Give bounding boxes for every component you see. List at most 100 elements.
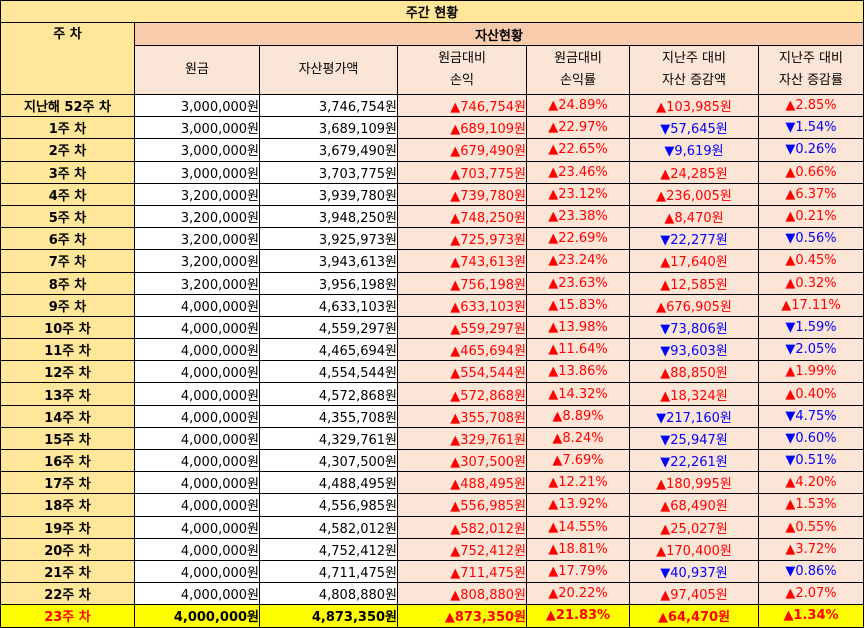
wow-change-cell[interactable]: ▲676,905원 xyxy=(629,293,759,317)
wow-rate-cell[interactable]: ▲4.20% xyxy=(758,471,864,495)
pl-cell[interactable]: ▲307,500원 xyxy=(397,448,527,473)
week-cell[interactable]: 9주 차 xyxy=(0,293,135,317)
wow-rate-cell[interactable]: ▼0.51% xyxy=(758,448,864,473)
wow-rate-cell[interactable]: ▼0.86% xyxy=(758,559,864,584)
pl-rate-cell[interactable]: ▲13.86% xyxy=(526,360,630,384)
wow-rate-cell[interactable]: ▲1.99% xyxy=(758,360,864,384)
asset-value-cell[interactable]: 3,679,490원 xyxy=(259,138,398,162)
pl-rate-cell[interactable]: ▲14.32% xyxy=(526,382,630,406)
principal-cell[interactable]: 3,000,000원 xyxy=(134,138,260,162)
principal-cell[interactable]: 4,000,000원 xyxy=(134,559,260,584)
wow-change-cell[interactable]: ▼22,261원 xyxy=(629,448,759,473)
asset-value-cell[interactable]: 4,572,868원 xyxy=(259,382,398,406)
wow-rate-cell[interactable]: ▲1.53% xyxy=(758,493,864,517)
asset-value-cell[interactable]: 4,556,985원 xyxy=(259,493,398,517)
week-cell[interactable]: 1주 차 xyxy=(0,116,135,140)
week-cell[interactable]: 4주 차 xyxy=(0,182,135,206)
pl-rate-cell[interactable]: ▲12.21% xyxy=(526,471,630,495)
asset-value-cell[interactable]: 4,873,350원 xyxy=(259,604,398,628)
principal-cell[interactable]: 4,000,000원 xyxy=(134,382,260,406)
sheet-title[interactable]: 주간 현황 xyxy=(0,0,864,23)
pl-cell[interactable]: ▲679,490원 xyxy=(397,138,527,162)
wow-change-cell[interactable]: ▼25,947원 xyxy=(629,426,759,451)
pl-cell[interactable]: ▲465,694원 xyxy=(397,338,527,362)
wow-change-cell[interactable]: ▲24,285원 xyxy=(629,160,759,184)
week-header[interactable]: 주 차 xyxy=(0,22,135,95)
asset-value-header[interactable]: 자산평가액 xyxy=(259,45,398,95)
asset-value-cell[interactable]: 3,943,613원 xyxy=(259,249,398,273)
asset-value-cell[interactable]: 4,465,694원 xyxy=(259,338,398,362)
wow-change-cell[interactable]: ▲12,585원 xyxy=(629,271,759,295)
week-cell[interactable]: 12주 차 xyxy=(0,360,135,384)
pl-rate-cell[interactable]: ▲23.63% xyxy=(526,271,630,295)
principal-header[interactable]: 원금 xyxy=(134,45,260,95)
wow-rate-cell[interactable]: ▼0.56% xyxy=(758,227,864,251)
asset-value-cell[interactable]: 4,355,708원 xyxy=(259,404,398,428)
wow-change-cell[interactable]: ▼40,937원 xyxy=(629,559,759,584)
week-cell[interactable]: 16주 차 xyxy=(0,448,135,473)
week-cell[interactable]: 13주 차 xyxy=(0,382,135,406)
asset-value-cell[interactable]: 3,956,198원 xyxy=(259,271,398,295)
wow-change-cell[interactable]: ▲64,470원 xyxy=(629,604,759,628)
wow-rate-cell[interactable]: ▲0.45% xyxy=(758,249,864,273)
pl-rate-header[interactable]: 원금대비 손익률 xyxy=(526,45,630,95)
week-cell[interactable]: 14주 차 xyxy=(0,404,135,428)
pl-rate-cell[interactable]: ▲23.24% xyxy=(526,249,630,273)
pl-rate-cell[interactable]: ▲15.83% xyxy=(526,293,630,317)
pl-rate-cell[interactable]: ▲22.65% xyxy=(526,138,630,162)
principal-cell[interactable]: 4,000,000원 xyxy=(134,293,260,317)
wow-change-cell[interactable]: ▼93,603원 xyxy=(629,338,759,362)
wow-change-cell[interactable]: ▲236,005원 xyxy=(629,182,759,206)
pl-cell[interactable]: ▲556,985원 xyxy=(397,493,527,517)
asset-value-cell[interactable]: 4,633,103원 xyxy=(259,293,398,317)
pl-header[interactable]: 원금대비 손익 xyxy=(397,45,527,95)
week-cell[interactable]: 17주 차 xyxy=(0,471,135,495)
pl-cell[interactable]: ▲748,250원 xyxy=(397,204,527,229)
pl-cell[interactable]: ▲739,780원 xyxy=(397,182,527,206)
wow-change-cell[interactable]: ▼73,806원 xyxy=(629,315,759,340)
pl-cell[interactable]: ▲582,012원 xyxy=(397,515,527,539)
pl-rate-cell[interactable]: ▲23.12% xyxy=(526,182,630,206)
wow-change-cell[interactable]: ▲170,400원 xyxy=(629,537,759,561)
asset-value-cell[interactable]: 4,488,495원 xyxy=(259,471,398,495)
pl-cell[interactable]: ▲559,297원 xyxy=(397,315,527,340)
pl-rate-cell[interactable]: ▲7.69% xyxy=(526,448,630,473)
week-cell[interactable]: 21주 차 xyxy=(0,559,135,584)
principal-cell[interactable]: 4,000,000원 xyxy=(134,360,260,384)
pl-rate-cell[interactable]: ▲14.55% xyxy=(526,515,630,539)
wow-rate-cell[interactable]: ▼4.75% xyxy=(758,404,864,428)
principal-cell[interactable]: 4,000,000원 xyxy=(134,604,260,628)
week-cell[interactable]: 3주 차 xyxy=(0,160,135,184)
asset-value-cell[interactable]: 4,329,761원 xyxy=(259,426,398,451)
week-cell[interactable]: 19주 차 xyxy=(0,515,135,539)
asset-value-cell[interactable]: 3,689,109원 xyxy=(259,116,398,140)
wow-rate-cell[interactable]: ▲17.11% xyxy=(758,293,864,317)
principal-cell[interactable]: 4,000,000원 xyxy=(134,537,260,561)
pl-cell[interactable]: ▲633,103원 xyxy=(397,293,527,317)
wow-change-cell[interactable]: ▲88,850원 xyxy=(629,360,759,384)
wow-rate-header[interactable]: 지난주 대비 자산 증감률 xyxy=(758,45,864,95)
wow-change-cell[interactable]: ▲180,995원 xyxy=(629,471,759,495)
wow-rate-cell[interactable]: ▲1.34% xyxy=(758,604,864,628)
wow-change-cell[interactable]: ▲25,027원 xyxy=(629,515,759,539)
principal-cell[interactable]: 3,200,000원 xyxy=(134,182,260,206)
pl-cell[interactable]: ▲725,973원 xyxy=(397,227,527,251)
week-cell[interactable]: 2주 차 xyxy=(0,138,135,162)
wow-rate-cell[interactable]: ▲3.72% xyxy=(758,537,864,561)
asset-value-cell[interactable]: 4,582,012원 xyxy=(259,515,398,539)
principal-cell[interactable]: 4,000,000원 xyxy=(134,404,260,428)
wow-rate-cell[interactable]: ▼1.59% xyxy=(758,315,864,340)
principal-cell[interactable]: 4,000,000원 xyxy=(134,515,260,539)
pl-rate-cell[interactable]: ▲22.97% xyxy=(526,116,630,140)
pl-cell[interactable]: ▲488,495원 xyxy=(397,471,527,495)
wow-change-cell[interactable]: ▲97,405원 xyxy=(629,582,759,606)
wow-rate-cell[interactable]: ▼2.05% xyxy=(758,338,864,362)
week-cell[interactable]: 18주 차 xyxy=(0,493,135,517)
principal-cell[interactable]: 4,000,000원 xyxy=(134,426,260,451)
principal-cell[interactable]: 3,000,000원 xyxy=(134,160,260,184)
week-cell[interactable]: 23주 차 xyxy=(0,604,135,628)
pl-cell[interactable]: ▲689,109원 xyxy=(397,116,527,140)
week-cell[interactable]: 5주 차 xyxy=(0,204,135,229)
wow-change-cell[interactable]: ▲17,640원 xyxy=(629,249,759,273)
asset-value-cell[interactable]: 3,703,775원 xyxy=(259,160,398,184)
